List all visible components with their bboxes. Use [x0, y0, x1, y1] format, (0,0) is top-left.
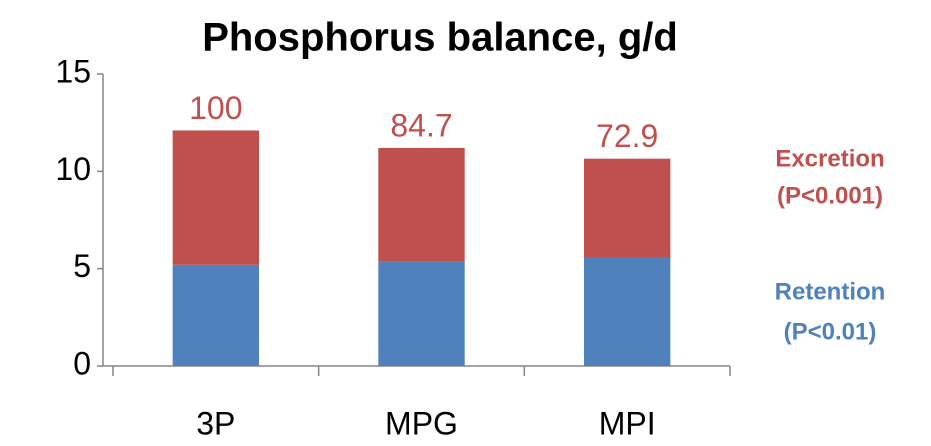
y-tick-label: 5 [73, 248, 91, 284]
legend-note: (P<0.01) [784, 318, 877, 345]
chart-title: Phosphorus balance, g/d [202, 16, 678, 60]
y-tick-label: 0 [73, 345, 91, 381]
bar-label: 84.7 [390, 107, 452, 143]
x-tick-label: MPI [599, 405, 656, 441]
bar-segment [583, 256, 671, 366]
bar-segment [172, 130, 260, 265]
x-tick-label: MPG [385, 405, 458, 441]
bar-segment [378, 147, 465, 262]
bar-segment [172, 264, 260, 366]
legend-label: Retention [775, 278, 886, 305]
bar-label: 100 [189, 90, 242, 126]
bar-segment [583, 158, 671, 257]
y-tick-label: 10 [55, 151, 91, 187]
bar-segment [378, 261, 465, 366]
legend-note: (P<0.001) [777, 182, 883, 209]
x-tick-label: 3P [196, 405, 235, 441]
legend-label: Excretion [775, 145, 884, 172]
y-tick-label: 15 [55, 53, 91, 89]
bar-label: 72.9 [596, 118, 658, 154]
